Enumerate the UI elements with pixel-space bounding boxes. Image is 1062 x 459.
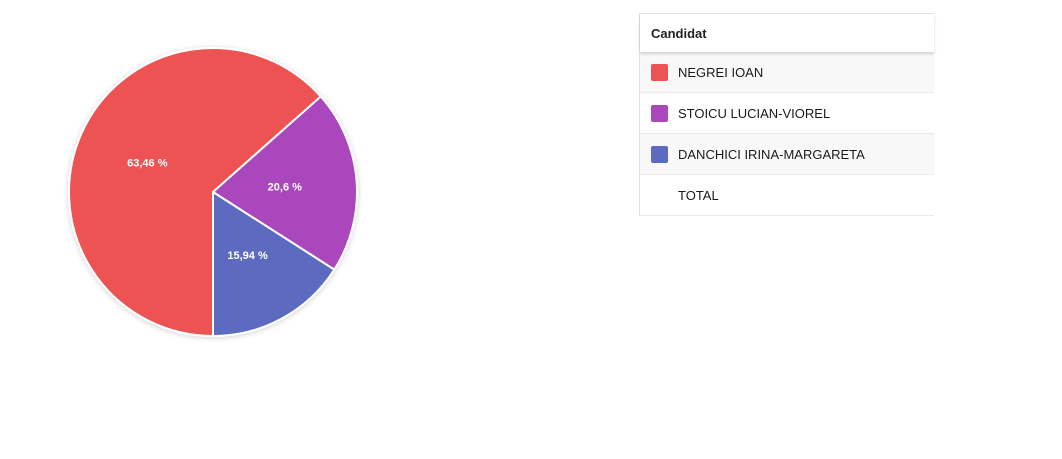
pie-slices [68, 47, 358, 337]
pie-chart: 63,46 % 20,6 % 15,94 % [0, 0, 430, 400]
pie-slice-label: 20,6 % [268, 181, 302, 193]
pie-slice-negrei-ioan[interactable] [68, 47, 322, 337]
legend-header-label: Candidat [651, 25, 707, 41]
legend-row-label: DANCHICI IRINA-MARGARETA [678, 146, 865, 162]
legend-swatch [651, 104, 668, 122]
candidate-legend-table: Candidat NEGREI IOAN STOICU LUCIAN-VIORE… [639, 13, 934, 216]
pie-slice-danchici-irina-margareta[interactable] [212, 191, 336, 337]
legend-row-label: TOTAL [678, 187, 719, 203]
legend-row-label: NEGREI IOAN [678, 64, 764, 80]
pie-slice-stoicu-lucian-viorel[interactable] [212, 95, 358, 271]
legend-row-stoicu-lucian-viorel[interactable]: STOICU LUCIAN-VIOREL [640, 93, 934, 134]
legend-row-total: TOTAL [640, 175, 934, 216]
legend-swatch [651, 63, 668, 81]
pie-labels: 63,46 % 20,6 % 15,94 % [127, 157, 302, 262]
legend-row-negrei-ioan[interactable]: NEGREI IOAN [640, 52, 934, 93]
legend-header: Candidat [640, 14, 934, 52]
pie-slice-label: 63,46 % [127, 157, 168, 169]
legend-swatch-empty [651, 187, 668, 204]
legend-swatch [651, 145, 668, 163]
pie-slice-label: 15,94 % [227, 250, 268, 262]
pie-chart-svg: 63,46 % 20,6 % 15,94 % [68, 47, 358, 337]
legend-row-label: STOICU LUCIAN-VIOREL [678, 105, 831, 121]
legend-row-danchici-irina-margareta[interactable]: DANCHICI IRINA-MARGARETA [640, 134, 934, 175]
